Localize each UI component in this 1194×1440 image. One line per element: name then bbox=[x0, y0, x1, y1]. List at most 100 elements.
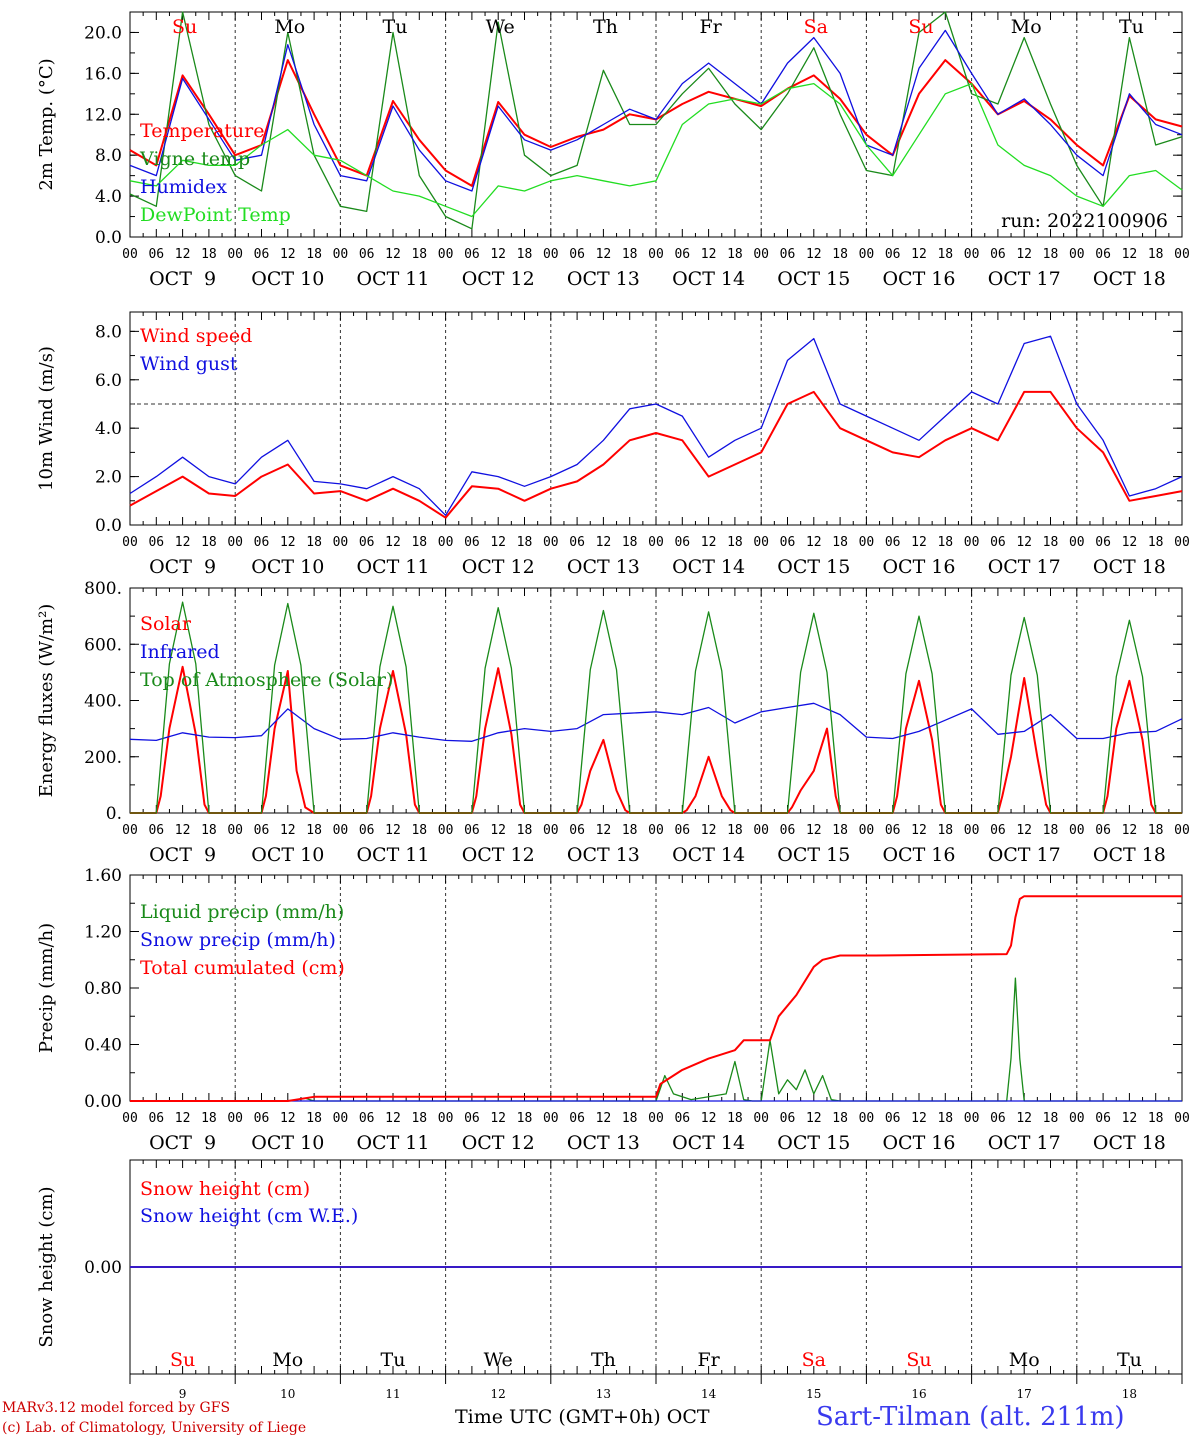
hour-tick-label: 12 bbox=[911, 247, 927, 262]
time-axis-label: Time UTC (GMT+0h) bbox=[455, 1406, 661, 1428]
hour-tick-label: 18 bbox=[411, 823, 427, 838]
hour-tick-label: 18 bbox=[622, 1111, 638, 1126]
hour-tick-label: 18 bbox=[201, 1111, 217, 1126]
bottom-date-label: 15 bbox=[806, 1387, 821, 1401]
hour-tick-label: 06 bbox=[990, 1111, 1006, 1126]
hour-tick-label: 18 bbox=[1148, 823, 1164, 838]
hour-tick-label: 18 bbox=[937, 823, 953, 838]
legend-entry: Snow height (cm W.E.) bbox=[140, 1205, 358, 1227]
y-tick-label: 12.0 bbox=[84, 105, 122, 125]
hour-tick-label: 12 bbox=[596, 823, 612, 838]
hour-tick-label: 06 bbox=[1095, 247, 1111, 262]
hour-tick-label: 00 bbox=[1069, 823, 1085, 838]
hour-tick-label: 00 bbox=[753, 535, 769, 550]
month-label: OCT bbox=[666, 1406, 710, 1428]
y-tick-label: 1.20 bbox=[84, 923, 122, 943]
date-label: OCT 14 bbox=[672, 556, 745, 578]
day-label: Mo bbox=[1011, 16, 1042, 38]
bottom-date-label: 16 bbox=[911, 1387, 926, 1401]
bottom-date-label: 17 bbox=[1017, 1387, 1032, 1401]
hour-tick-label: 06 bbox=[674, 823, 690, 838]
hour-tick-label: 18 bbox=[306, 535, 322, 550]
hour-tick-label: 18 bbox=[727, 247, 743, 262]
bottom-date-label: 9 bbox=[179, 1387, 187, 1401]
date-label: OCT 16 bbox=[882, 1132, 955, 1154]
hour-tick-label: 06 bbox=[885, 247, 901, 262]
hour-tick-label: 06 bbox=[1095, 823, 1111, 838]
date-label: OCT 12 bbox=[462, 556, 535, 578]
date-label: OCT 12 bbox=[462, 844, 535, 866]
run-annotation: run: 2022100906 bbox=[1001, 210, 1168, 232]
panel-3: 0. 200. 400. 600. 800. Energy fluxes (W/m²) So… bbox=[36, 579, 1190, 866]
date-label: OCT 12 bbox=[462, 1132, 535, 1154]
legend-entry: Snow precip (mm/h) bbox=[140, 929, 336, 951]
y-tick-label: 0.00 bbox=[84, 1258, 122, 1278]
hour-tick-label: 00 bbox=[227, 535, 243, 550]
hour-tick-label: 06 bbox=[569, 535, 585, 550]
legend-entry: Wind gust bbox=[140, 353, 238, 375]
hour-tick-label: 06 bbox=[885, 535, 901, 550]
y-tick-label: 8.0 bbox=[95, 146, 122, 166]
hour-tick-label: 12 bbox=[596, 247, 612, 262]
hour-tick-label: 00 bbox=[333, 1111, 349, 1126]
y-tick-label: 16.0 bbox=[84, 64, 122, 84]
legend-entry: DewPoint Temp bbox=[140, 204, 291, 226]
footer-model: MARv3.12 model forced by GFS bbox=[2, 1400, 231, 1416]
hour-tick-label: 00 bbox=[122, 1111, 138, 1126]
bottom-day-label: Fr bbox=[697, 1349, 720, 1371]
hour-tick-label: 00 bbox=[333, 247, 349, 262]
y-axis-label: 10m Wind (m/s) bbox=[36, 346, 57, 491]
date-label: OCT 11 bbox=[356, 844, 429, 866]
hour-tick-label: 18 bbox=[517, 247, 533, 262]
hour-tick-label: 12 bbox=[1016, 823, 1032, 838]
hour-tick-label: 00 bbox=[438, 823, 454, 838]
hour-tick-label: 00 bbox=[543, 535, 559, 550]
bottom-day-label: Su bbox=[170, 1349, 195, 1371]
hour-tick-label: 18 bbox=[517, 1111, 533, 1126]
day-label: Fr bbox=[699, 16, 722, 38]
hour-tick-label: 00 bbox=[648, 247, 664, 262]
date-label: OCT 13 bbox=[567, 556, 640, 578]
day-label: We bbox=[486, 16, 515, 38]
date-label: OCT 17 bbox=[988, 556, 1061, 578]
hour-tick-label: 00 bbox=[1069, 247, 1085, 262]
date-label: OCT 15 bbox=[777, 1132, 850, 1154]
hour-tick-label: 12 bbox=[701, 247, 717, 262]
hour-tick-label: 18 bbox=[306, 247, 322, 262]
hour-tick-label: 12 bbox=[175, 823, 191, 838]
hour-tick-label: 12 bbox=[490, 823, 506, 838]
series-total-cumulated-cm- bbox=[130, 895, 1182, 1102]
hour-tick-label: 06 bbox=[254, 1111, 270, 1126]
day-label: Su bbox=[908, 16, 933, 38]
hour-tick-label: 12 bbox=[1016, 535, 1032, 550]
date-label: OCT 18 bbox=[1093, 268, 1166, 290]
date-label: OCT 9 bbox=[149, 844, 216, 866]
hour-tick-label: 00 bbox=[1069, 1111, 1085, 1126]
panel-5: 0.00 Snow height (cm) Snow height (cm) Snow… bbox=[36, 1159, 1183, 1401]
date-label: OCT 10 bbox=[251, 268, 324, 290]
legend-entry: Top of Atmosphere (Solar) bbox=[140, 669, 393, 691]
hour-tick-label: 06 bbox=[569, 823, 585, 838]
hour-tick-label: 12 bbox=[701, 1111, 717, 1126]
hour-tick-label: 12 bbox=[911, 535, 927, 550]
bottom-day-label: Mo bbox=[1009, 1349, 1040, 1371]
hour-tick-label: 06 bbox=[464, 247, 480, 262]
hour-tick-label: 18 bbox=[727, 1111, 743, 1126]
hour-tick-label: 06 bbox=[674, 1111, 690, 1126]
date-label: OCT 16 bbox=[882, 556, 955, 578]
bottom-date-label: 13 bbox=[596, 1387, 611, 1401]
hour-tick-label: 18 bbox=[1043, 535, 1059, 550]
legend-entry: Liquid precip (mm/h) bbox=[140, 901, 344, 923]
bottom-day-label: Th bbox=[591, 1349, 616, 1371]
hour-tick-label: 06 bbox=[254, 535, 270, 550]
date-label: OCT 15 bbox=[777, 268, 850, 290]
plot-frame bbox=[129, 587, 1183, 814]
hour-tick-label: 12 bbox=[1016, 247, 1032, 262]
y-tick-label: 0. bbox=[106, 804, 122, 824]
hour-tick-label: 00 bbox=[1174, 1111, 1190, 1126]
hour-tick-label: 12 bbox=[280, 535, 296, 550]
hour-tick-label: 12 bbox=[596, 535, 612, 550]
hour-tick-label: 12 bbox=[911, 823, 927, 838]
hour-tick-label: 12 bbox=[701, 535, 717, 550]
hour-tick-label: 06 bbox=[674, 535, 690, 550]
